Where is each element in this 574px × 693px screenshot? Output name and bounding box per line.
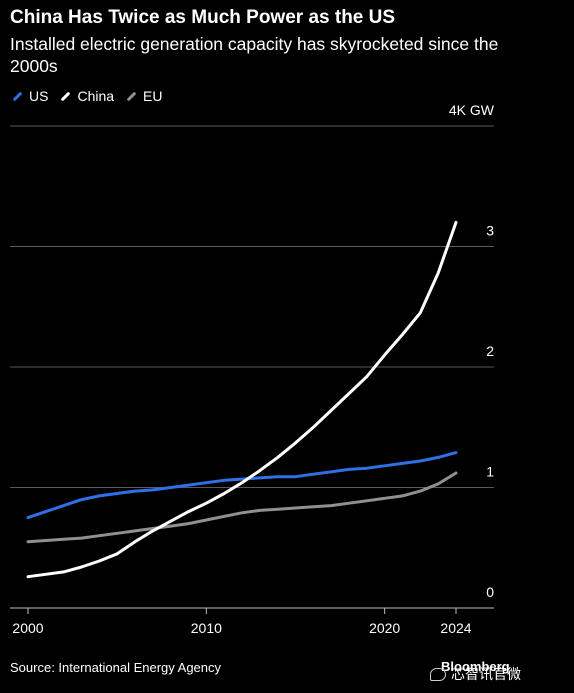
y-tick-label: 2 <box>486 343 494 359</box>
series-lines <box>26 220 458 579</box>
legend-label-eu: EU <box>143 88 163 104</box>
series-line-us <box>26 451 458 520</box>
y-tick-label: 4K GW <box>449 102 495 118</box>
y-tick-label: 1 <box>486 464 494 480</box>
x-tick-label: 2000 <box>12 620 43 636</box>
legend-label-us: US <box>29 88 49 104</box>
series-line-eu <box>26 471 458 544</box>
y-axis-ticks: 0 1 2 3 4K GW <box>449 102 495 600</box>
watermark-text: 芯智讯官微 <box>451 666 521 682</box>
series-line-china <box>26 220 458 579</box>
x-axis-ticks: 2000 2010 2020 2024 <box>12 608 472 636</box>
chart-legend: US China EU <box>12 88 175 104</box>
x-tick-label: 2010 <box>191 620 222 636</box>
wechat-icon <box>430 667 446 681</box>
legend-item-eu: EU <box>126 88 163 104</box>
watermark: 芯智讯官微 <box>430 664 521 684</box>
legend-item-us: US <box>12 88 48 104</box>
gridlines <box>10 125 494 609</box>
source-note: Source: International Energy Agency <box>10 660 222 675</box>
y-tick-label: 3 <box>486 223 494 239</box>
y-tick-label: 0 <box>486 584 494 600</box>
x-tick-label: 2020 <box>369 620 400 636</box>
chart-title: China Has Twice as Much Power as the US <box>10 7 396 28</box>
legend-item-china: China <box>60 88 114 104</box>
bloomberg-logo: Bloomberg <box>441 659 510 674</box>
x-tick-label: 2024 <box>440 620 471 636</box>
chart-subtitle: Installed electric generation capacity h… <box>10 34 499 76</box>
legend-label-china: China <box>77 88 115 104</box>
